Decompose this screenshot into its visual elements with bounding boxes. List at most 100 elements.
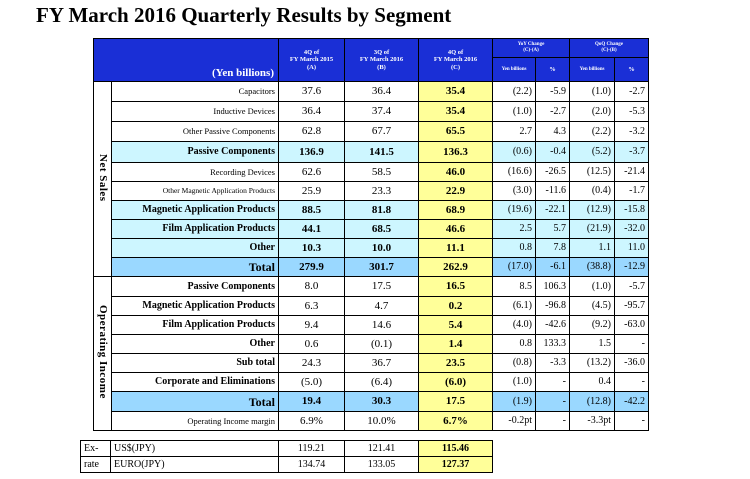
- table-row: Film Application Products 44.1 68.5 46.6 2.5…: [94, 219, 649, 239]
- table-row: Sub total 24.3 36.7 23.5 (0.8) -3.3 (13.2) -36.…: [94, 353, 649, 373]
- qoq-pct-header: %: [614, 57, 649, 82]
- table-row: Net Sales Capacitors 37.6 36.4 35.4 (2.2) -5.9…: [93, 81, 649, 277]
- row-label: Recording Devices: [111, 162, 279, 182]
- cell-4q-fy2015: 8.0: [278, 276, 345, 297]
- cell-3q-fy2016: 17.5: [344, 276, 419, 297]
- cell-yoy-pct: -11.6: [535, 181, 570, 201]
- col-header-3q-fy2016: 3Q of FY March 2016 (B): [344, 38, 419, 82]
- cell-qoq-pct: -: [614, 372, 649, 392]
- cell-yoy-yen: (6.1): [492, 296, 536, 316]
- cell-3q-fy2016: 58.5: [344, 162, 419, 182]
- table-row: Recording Devices 62.6 58.5 46.0 (16.6) -26.5…: [94, 162, 649, 182]
- cell-4q-fy2016: 46.6: [418, 219, 493, 239]
- cell-yoy-pct: -5.9: [535, 81, 570, 102]
- cell-4q-fy2016: (6.0): [418, 372, 493, 392]
- cell-4q-fy2016: 11.1: [418, 238, 493, 258]
- fx-usd-b: 121.41: [344, 440, 419, 457]
- cell-qoq-yen: (12.9): [569, 200, 615, 220]
- cell-yoy-yen: (1.9): [492, 391, 536, 412]
- cell-yoy-yen: 2.5: [492, 219, 536, 239]
- cell-yoy-yen: (4.0): [492, 315, 536, 335]
- cell-3q-fy2016: 141.5: [344, 141, 419, 163]
- cell-4q-fy2016: 68.9: [418, 200, 493, 220]
- cell-4q-fy2015: 62.6: [278, 162, 345, 182]
- cell-4q-fy2015: 279.9: [278, 257, 345, 277]
- page-title: FY March 2016 Quarterly Results by Segme…: [36, 3, 452, 27]
- fx-eur-label: EURO(JPY): [110, 456, 279, 473]
- cell-4q-fy2016: 17.5: [418, 391, 493, 412]
- fx-usd-c: 115.46: [418, 440, 493, 457]
- cell-4q-fy2016: 0.2: [418, 296, 493, 316]
- cell-qoq-pct: -15.8: [614, 200, 649, 220]
- cell-yoy-pct: -96.8: [535, 296, 570, 316]
- row-label: Operating Income margin: [111, 411, 279, 431]
- cell-4q-fy2015: 136.9: [278, 141, 345, 163]
- row-label: Inductive Devices: [111, 101, 279, 122]
- table-row: Passive Components 136.9 141.5 136.3 (0.6) -0…: [94, 141, 649, 163]
- exchange-rate-table: Ex- US$(JPY) 119.21 121.41 115.46 rate E…: [80, 440, 493, 473]
- cell-qoq-yen: (2.2): [569, 121, 615, 142]
- cell-3q-fy2016: 10.0%: [344, 411, 419, 431]
- cell-yoy-pct: -: [535, 411, 570, 431]
- cell-4q-fy2015: 36.4: [278, 101, 345, 122]
- cell-4q-fy2015: 88.5: [278, 200, 345, 220]
- row-label: Sub total: [111, 353, 279, 373]
- cell-qoq-yen: 1.1: [569, 238, 615, 258]
- cell-qoq-yen: (0.4): [569, 181, 615, 201]
- cell-4q-fy2015: 25.9: [278, 181, 345, 201]
- row-label: Other Magnetic Application Products: [111, 181, 279, 201]
- cell-qoq-yen: (21.9): [569, 219, 615, 239]
- cell-4q-fy2015: 62.8: [278, 121, 345, 142]
- cell-yoy-yen: -0.2pt: [492, 411, 536, 431]
- cell-4q-fy2016: 1.4: [418, 334, 493, 354]
- table-row: Operating Income margin 6.9% 10.0% 6.7% -0.2…: [94, 411, 649, 431]
- row-label: Film Application Products: [111, 219, 279, 239]
- cell-4q-fy2016: 35.4: [418, 81, 493, 102]
- cell-yoy-yen: (3.0): [492, 181, 536, 201]
- cell-3q-fy2016: 81.8: [344, 200, 419, 220]
- cell-3q-fy2016: 30.3: [344, 391, 419, 412]
- cell-3q-fy2016: 68.5: [344, 219, 419, 239]
- cell-yoy-pct: -: [535, 372, 570, 392]
- cell-qoq-pct: -95.7: [614, 296, 649, 316]
- cell-yoy-yen: (1.0): [492, 372, 536, 392]
- cell-3q-fy2016: (0.1): [344, 334, 419, 354]
- cell-qoq-pct: -3.7: [614, 141, 649, 163]
- cell-4q-fy2016: 6.7%: [418, 411, 493, 431]
- col-header-4q-fy2015: 4Q of FY March 2015 (A): [278, 38, 345, 82]
- cell-4q-fy2015: 44.1: [278, 219, 345, 239]
- cell-yoy-pct: -42.6: [535, 315, 570, 335]
- cell-3q-fy2016: 23.3: [344, 181, 419, 201]
- cell-yoy-pct: -2.7: [535, 101, 570, 122]
- col-header-qoq: QoQ Change (C)-(B): [569, 38, 649, 58]
- table-row: Other Magnetic Application Products 25.9 2…: [94, 181, 649, 201]
- cell-qoq-pct: -1.7: [614, 181, 649, 201]
- cell-yoy-yen: (17.0): [492, 257, 536, 277]
- cell-4q-fy2015: 10.3: [278, 238, 345, 258]
- cell-qoq-pct: -: [614, 334, 649, 354]
- cell-4q-fy2015: 9.4: [278, 315, 345, 335]
- cell-yoy-pct: 4.3: [535, 121, 570, 142]
- table-row: Total 279.9 301.7 262.9 (17.0) -6.1 (38.8) -12.…: [94, 257, 649, 277]
- cell-4q-fy2016: 23.5: [418, 353, 493, 373]
- cell-3q-fy2016: (6.4): [344, 372, 419, 392]
- cell-qoq-yen: 1.5: [569, 334, 615, 354]
- cell-3q-fy2016: 4.7: [344, 296, 419, 316]
- cell-qoq-yen: -3.3pt: [569, 411, 615, 431]
- cell-qoq-yen: (1.0): [569, 276, 615, 297]
- table-row: Operating Income Passive Components 8.0 17.…: [93, 276, 649, 431]
- cell-qoq-pct: -2.7: [614, 81, 649, 102]
- fx-eur-c: 127.37: [418, 456, 493, 473]
- row-label: Other: [111, 334, 279, 354]
- row-label: Capacitors: [111, 81, 279, 102]
- cell-yoy-pct: -3.3: [535, 353, 570, 373]
- cell-4q-fy2015: 0.6: [278, 334, 345, 354]
- row-label: Corporate and Eliminations: [111, 372, 279, 392]
- row-label: Total: [111, 257, 279, 277]
- cell-yoy-pct: -6.1: [535, 257, 570, 277]
- cell-3q-fy2016: 14.6: [344, 315, 419, 335]
- fx-label-rate: rate: [80, 456, 111, 473]
- qoq-yen-header: Yen billions: [569, 57, 615, 82]
- cell-qoq-pct: -5.3: [614, 101, 649, 122]
- cell-4q-fy2016: 136.3: [418, 141, 493, 163]
